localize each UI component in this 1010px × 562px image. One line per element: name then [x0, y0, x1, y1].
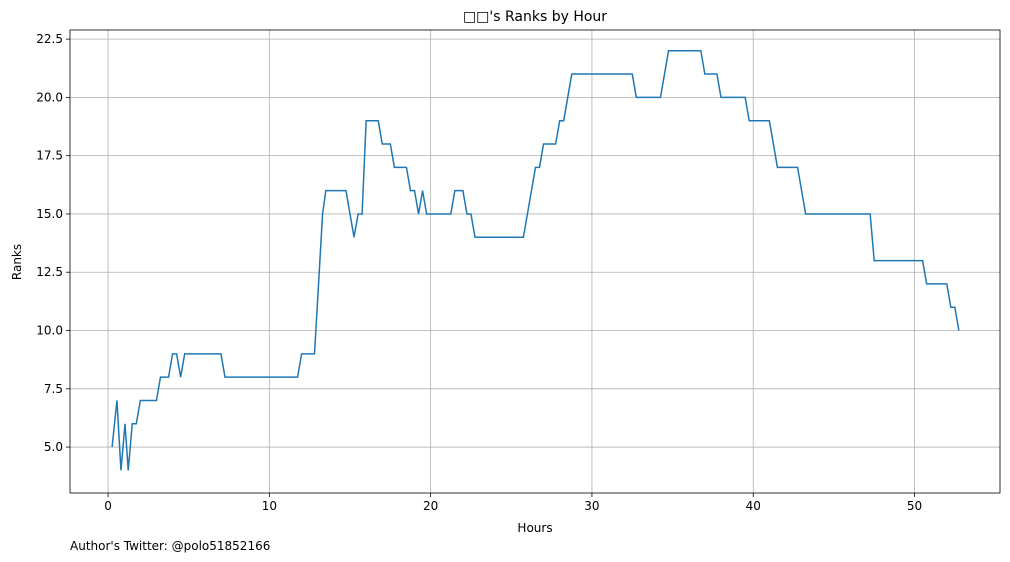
y-tick-label: 17.5 [36, 149, 63, 163]
x-tick-label: 0 [104, 499, 112, 513]
y-tick-label: 5.0 [44, 440, 63, 454]
footnote: Author's Twitter: @polo51852166 [70, 539, 270, 553]
y-tick-label: 10.0 [36, 324, 63, 338]
y-tick-label: 15.0 [36, 207, 63, 221]
x-tick-label: 20 [423, 499, 438, 513]
y-tick-label: 12.5 [36, 265, 63, 279]
y-tick-label: 20.0 [36, 90, 63, 104]
x-tick-label: 30 [584, 499, 599, 513]
x-tick-label: 10 [262, 499, 277, 513]
x-tick-label: 50 [907, 499, 922, 513]
x-axis-label: Hours [517, 521, 552, 535]
y-tick-label: 22.5 [36, 32, 63, 46]
x-tick-label: 40 [746, 499, 761, 513]
y-axis-label: Ranks [10, 244, 24, 280]
chart-title: □□'s Ranks by Hour [463, 9, 607, 25]
line-series [111, 49, 960, 471]
plot-frame [69, 29, 1001, 494]
y-tick-label: 7.5 [44, 382, 63, 396]
